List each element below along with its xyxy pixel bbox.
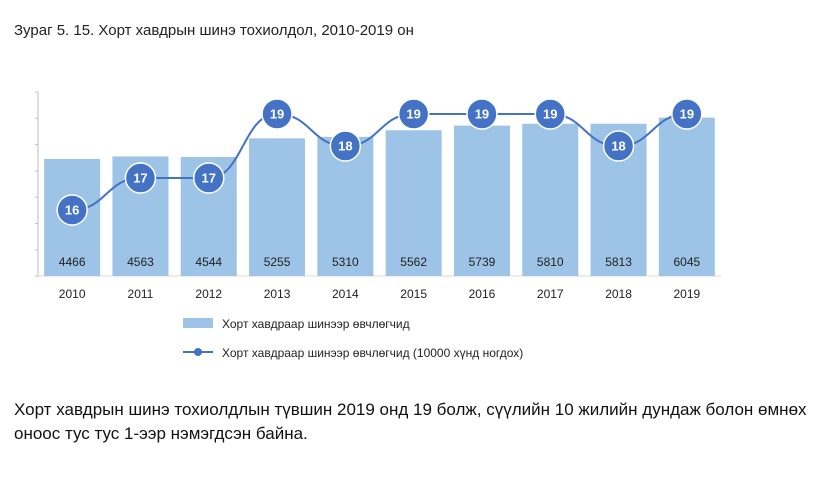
- line-point-label-2016: 19: [475, 107, 489, 122]
- line-point-2017: [534, 98, 566, 130]
- bar-value-label-2012: 4544: [195, 255, 222, 269]
- line-point-label-2012: 17: [202, 171, 216, 186]
- bar-value-label-2016: 5739: [469, 255, 496, 269]
- bar-value-label-2013: 5255: [264, 255, 291, 269]
- line-point-2018: [602, 130, 635, 162]
- line-point-2014: [329, 130, 362, 162]
- bar-value-label-2019: 6045: [673, 255, 700, 269]
- bar-value-labels: 4466 4563 4544 5255 5310 5562 5739 5810 5813 6045: [59, 255, 701, 269]
- bar-value-label-2014: 5310: [332, 255, 359, 269]
- line-point-label-2014: 18: [338, 139, 352, 154]
- line-points: 16 17 17 19 18 19 19 19 18 19: [56, 98, 703, 226]
- x-tick-label-2015: 2015: [400, 287, 427, 301]
- line-point-label-2018: 18: [611, 139, 625, 154]
- bar-2016: [453, 125, 510, 276]
- bar-value-label-2018: 5813: [605, 255, 632, 269]
- line-point-2011: [124, 162, 157, 194]
- combo-chart: 4466 4563 4544 5255 5310 5562 5739 5810 5813 6045…: [35, 91, 721, 360]
- line-point-2016: [466, 98, 498, 130]
- line-point-2015: [397, 98, 430, 130]
- line-point-label-2013: 19: [270, 107, 284, 122]
- line-point-2012: [193, 162, 225, 194]
- line-path: [72, 112, 687, 211]
- line-point-2013: [261, 98, 293, 130]
- line-point-label-2010: 16: [65, 203, 79, 218]
- legend-bar-swatch: [183, 318, 213, 328]
- bar-value-label-2011: 4563: [127, 255, 154, 269]
- x-tick-label-2011: 2011: [128, 287, 154, 301]
- legend-bar-label: Хорт хавдраар шинээр өвчлөгчид: [222, 317, 410, 331]
- x-tick-label-2013: 2013: [264, 287, 291, 301]
- legend-line-label: Хорт хавдраар шинээр өвчлөгчид (10000 хү…: [222, 346, 523, 360]
- bar-value-label-2010: 4466: [59, 255, 86, 269]
- x-tick-label-2012: 2012: [195, 287, 222, 301]
- bar-2019: [658, 117, 715, 276]
- bar-2015: [385, 130, 442, 276]
- line-point-2019: [671, 98, 703, 130]
- line-point-label-2019: 19: [680, 107, 694, 122]
- bar-2017: [522, 123, 579, 276]
- x-tick-label-2018: 2018: [605, 287, 632, 301]
- x-tick-label-2019: 2019: [673, 287, 700, 301]
- x-tick-label-2014: 2014: [332, 287, 359, 301]
- line-point-label-2015: 19: [406, 107, 420, 122]
- line-point-2010: [56, 194, 88, 226]
- figure-title: Зураг 5. 15. Хорт хавдрын шинэ тохиолдол…: [14, 22, 414, 39]
- caption-text: Хорт хавдрын шинэ тохиолдлын түвшин 2019…: [14, 400, 807, 443]
- x-tick-label-2017: 2017: [537, 287, 564, 301]
- bar-2013: [249, 138, 306, 276]
- line-point-label-2017: 19: [543, 107, 557, 122]
- bar-series: [44, 117, 715, 276]
- bar-value-label-2015: 5562: [400, 255, 427, 269]
- x-axis-tick-labels: 2010 2011 2012 2013 2014 2015 2016 2017 2018 2019: [59, 287, 701, 301]
- x-tick-label-2016: 2016: [469, 287, 496, 301]
- bar-value-label-2017: 5810: [537, 255, 564, 269]
- line-point-label-2011: 17: [133, 171, 147, 186]
- line-series: [72, 112, 687, 211]
- legend: Хорт хавдраар шинээр өвчлөгчид Хорт хавдр…: [183, 317, 523, 360]
- legend-line-marker: [194, 348, 202, 356]
- x-tick-label-2010: 2010: [59, 287, 86, 301]
